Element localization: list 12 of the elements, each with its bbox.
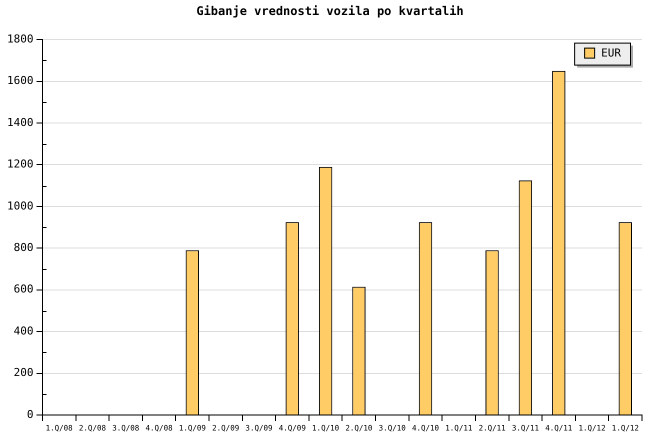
- y-tick-label: 1000: [6, 199, 34, 212]
- y-tick-label: 200: [14, 366, 34, 380]
- y-tick-label: 1600: [6, 74, 34, 88]
- y-tick-label: 400: [14, 324, 34, 338]
- y-tick-label: 1200: [6, 158, 34, 171]
- y-tick-label: 600: [14, 282, 34, 296]
- y-tick-label: 0: [26, 408, 34, 421]
- y-tick-label: 1400: [6, 116, 34, 129]
- y-tick-label: 800: [14, 241, 34, 254]
- chart-title: Gibanje vrednosti vozila po kvartalih: [195, 4, 465, 18]
- y-tick-label: 1800: [6, 32, 34, 46]
- legend-label: EUR: [601, 46, 622, 60]
